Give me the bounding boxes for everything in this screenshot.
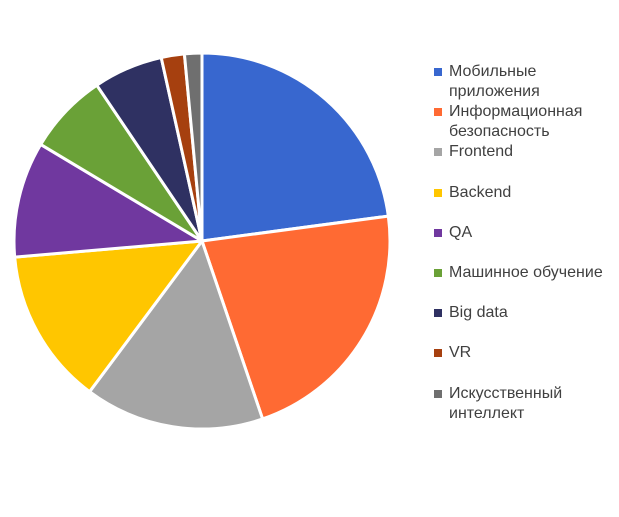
legend-item-8: Искусственный интеллект — [434, 384, 619, 424]
chart-legend: Мобильные приложения Информационная безоп… — [434, 62, 619, 424]
legend-swatch-0 — [434, 68, 442, 76]
legend-item-3: Backend — [434, 183, 619, 223]
legend-label-8: Искусственный интеллект — [449, 384, 563, 422]
pie-slice-4 — [12, 142, 204, 259]
legend-swatch-4 — [434, 228, 442, 237]
legend-swatch-6 — [434, 309, 442, 318]
legend-swatch-8 — [434, 389, 442, 398]
legend-label-7: VR — [449, 344, 472, 362]
legend-item-1: Информационная безопасность — [434, 102, 619, 142]
legend-label-6: Big data — [449, 304, 508, 322]
legend-item-4: QA — [434, 223, 619, 263]
legend-label-1: Информационная безопасность — [449, 103, 583, 141]
legend-swatch-2 — [434, 148, 442, 157]
legend-label-5: Машинное обучение — [449, 263, 603, 281]
legend-item-0: Мобильные приложения — [434, 62, 619, 102]
legend-label-2: Frontend — [449, 143, 514, 161]
pie-slice-3 — [13, 239, 204, 394]
legend-swatch-7 — [434, 349, 442, 358]
pie-slice-0 — [200, 51, 390, 243]
pie-slice-8 — [182, 51, 204, 243]
legend-item-5: Машинное обучение — [434, 263, 619, 303]
legend-label-3: Backend — [449, 183, 512, 201]
legend-item-2: Frontend — [434, 142, 619, 182]
pie-slice-1 — [200, 214, 392, 421]
legend-swatch-1 — [434, 108, 442, 117]
legend-item-7: VR — [434, 343, 619, 383]
legend-swatch-3 — [434, 188, 442, 197]
legend-label-4: QA — [449, 223, 473, 241]
legend-item-6: Big data — [434, 303, 619, 343]
legend-swatch-5 — [434, 268, 442, 277]
pie-slices — [12, 51, 392, 431]
pie-slice-2 — [88, 239, 265, 431]
legend-label-0: Мобильные приложения — [449, 63, 540, 100]
